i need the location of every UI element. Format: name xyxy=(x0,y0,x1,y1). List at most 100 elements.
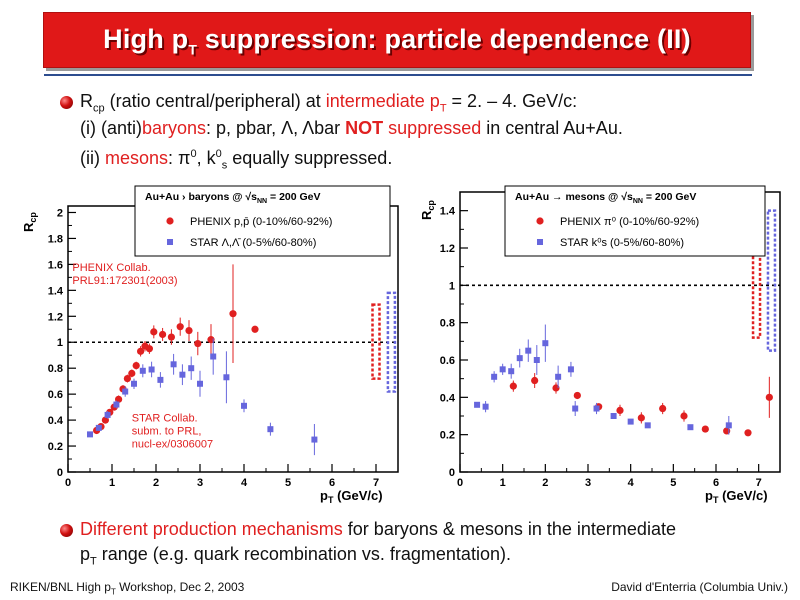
data-point-square xyxy=(725,422,732,429)
data-point-square xyxy=(139,367,146,374)
legend-header: Au+Au › baryons @ √sNN = 200 GeV xyxy=(145,191,321,205)
x-tick-label: 4 xyxy=(628,477,635,489)
y-tick-label: 0.4 xyxy=(48,415,64,427)
data-point-circle xyxy=(194,339,202,348)
data-point-square xyxy=(593,405,600,412)
footer-right: David d'Enterria (Columbia Univ.) xyxy=(611,580,788,594)
data-point-square xyxy=(644,422,651,429)
data-point-square xyxy=(95,424,102,431)
x-tick-label: 7 xyxy=(373,477,379,489)
data-point-circle xyxy=(680,412,688,420)
data-point-circle xyxy=(509,382,517,390)
data-point-square xyxy=(542,340,549,347)
data-point-square xyxy=(170,361,177,368)
data-point-square xyxy=(210,353,217,360)
legend-marker-square xyxy=(167,239,173,245)
data-point-square xyxy=(508,368,515,375)
baryon-rcp-chart: 0 0.2 0.4 0.6 0.8 1 1.2 1.4 1.6 1.8 2 0 1 2 3 4 5 6 7 Rcp pT… xyxy=(21,185,399,505)
systematic-error-band xyxy=(386,291,397,393)
y-tick-label: 1 xyxy=(449,280,455,292)
data-point-square xyxy=(122,388,129,395)
data-point-circle xyxy=(616,406,624,414)
y-tick-label: 0.2 xyxy=(440,430,455,442)
legend-entry: PHENIX π⁰ (0-10%/60-92%) xyxy=(560,216,699,228)
y-tick-label: 0.6 xyxy=(48,389,63,401)
data-point-square xyxy=(188,365,195,372)
chart-annotation: nucl-ex/0306007 xyxy=(132,438,213,450)
y-tick-label: 0 xyxy=(449,467,455,479)
legend-marker-circle xyxy=(536,217,544,225)
x-tick-label: 0 xyxy=(65,477,71,489)
bullet-icon xyxy=(60,524,73,537)
bullet2-line2: pT range (e.g. quark recombination vs. f… xyxy=(80,544,511,568)
data-point-square xyxy=(311,436,318,443)
x-tick-label: 2 xyxy=(542,477,548,489)
slide-title: High pT suppression: particle dependence… xyxy=(103,24,691,58)
data-point-square xyxy=(241,402,247,409)
data-point-circle xyxy=(185,326,193,335)
y-tick-label: 1.8 xyxy=(48,233,63,245)
data-point-circle xyxy=(229,310,237,318)
data-point-square xyxy=(157,376,164,383)
legend-marker-square xyxy=(537,239,543,245)
x-tick-label: 1 xyxy=(500,477,506,489)
x-axis-label: pT (GeV/c) xyxy=(705,488,768,505)
data-point-square xyxy=(197,380,203,387)
x-tick-label: 7 xyxy=(756,477,762,489)
data-point-square xyxy=(499,366,506,373)
y-tick-label: 0.2 xyxy=(48,441,63,453)
title-rule xyxy=(44,74,752,76)
data-point-circle xyxy=(167,333,175,341)
data-point-square xyxy=(567,366,574,373)
y-tick-label: 0 xyxy=(57,467,63,479)
title-banner: High pT suppression: particle dependence… xyxy=(43,12,751,68)
x-tick-label: 6 xyxy=(329,477,335,489)
data-point-square xyxy=(113,401,120,408)
x-tick-label: 2 xyxy=(153,477,159,489)
data-point-square xyxy=(179,371,186,378)
data-point-square xyxy=(555,373,562,380)
data-point-square xyxy=(267,426,274,433)
y-tick-label: 1 xyxy=(57,337,63,349)
y-tick-label: 0.6 xyxy=(440,355,455,367)
systematic-error-band xyxy=(766,209,777,352)
data-point-circle xyxy=(128,369,136,377)
legend-entry: STAR Λ,Λ̄ (0-5%/60-80%) xyxy=(190,237,316,249)
x-tick-label: 4 xyxy=(241,477,248,489)
legend-entry: STAR k⁰s (0-5%/60-80%) xyxy=(560,237,684,249)
legend-box xyxy=(134,185,391,257)
data-point-square xyxy=(687,424,694,431)
data-point-circle xyxy=(744,429,752,437)
bullet2-line1: Different production mechanisms for bary… xyxy=(80,519,676,539)
y-tick-label: 1.4 xyxy=(48,285,64,297)
data-point-circle xyxy=(765,393,773,401)
x-tick-label: 3 xyxy=(585,477,591,489)
x-tick-label: 3 xyxy=(197,477,203,489)
legend-entry: PHENIX p,p̄ (0-10%/60-92%) xyxy=(190,216,332,228)
chart-annotation: PRL91:172301(2003) xyxy=(72,275,177,287)
data-point-square xyxy=(87,431,93,438)
chart-annotation: PHENIX Collab. xyxy=(72,262,150,274)
data-point-square xyxy=(516,355,523,362)
x-tick-label: 0 xyxy=(457,477,463,489)
y-tick-label: 1.6 xyxy=(48,259,63,271)
x-tick-label: 5 xyxy=(285,477,291,489)
data-point-circle xyxy=(176,323,184,331)
bullet1-line1: Rcp (ratio central/peripheral) at interm… xyxy=(80,91,578,115)
y-tick-label: 0.4 xyxy=(440,392,456,404)
chart-annotation: subm. to PRL, xyxy=(132,425,202,437)
y-tick-label: 1.2 xyxy=(440,243,455,255)
y-tick-label: 2 xyxy=(57,207,63,219)
y-tick-label: 1.4 xyxy=(440,206,456,218)
data-point-circle xyxy=(701,425,709,433)
data-point-square xyxy=(104,411,111,418)
data-point-circle xyxy=(637,414,645,422)
data-point-square xyxy=(572,405,579,412)
legend-box xyxy=(504,185,766,257)
data-point-circle xyxy=(123,374,131,383)
data-point-square xyxy=(148,366,155,373)
data-point-circle xyxy=(137,347,145,355)
x-tick-label: 1 xyxy=(109,477,115,489)
chart-annotation: STAR Collab. xyxy=(132,412,198,424)
data-point-circle xyxy=(251,325,259,333)
